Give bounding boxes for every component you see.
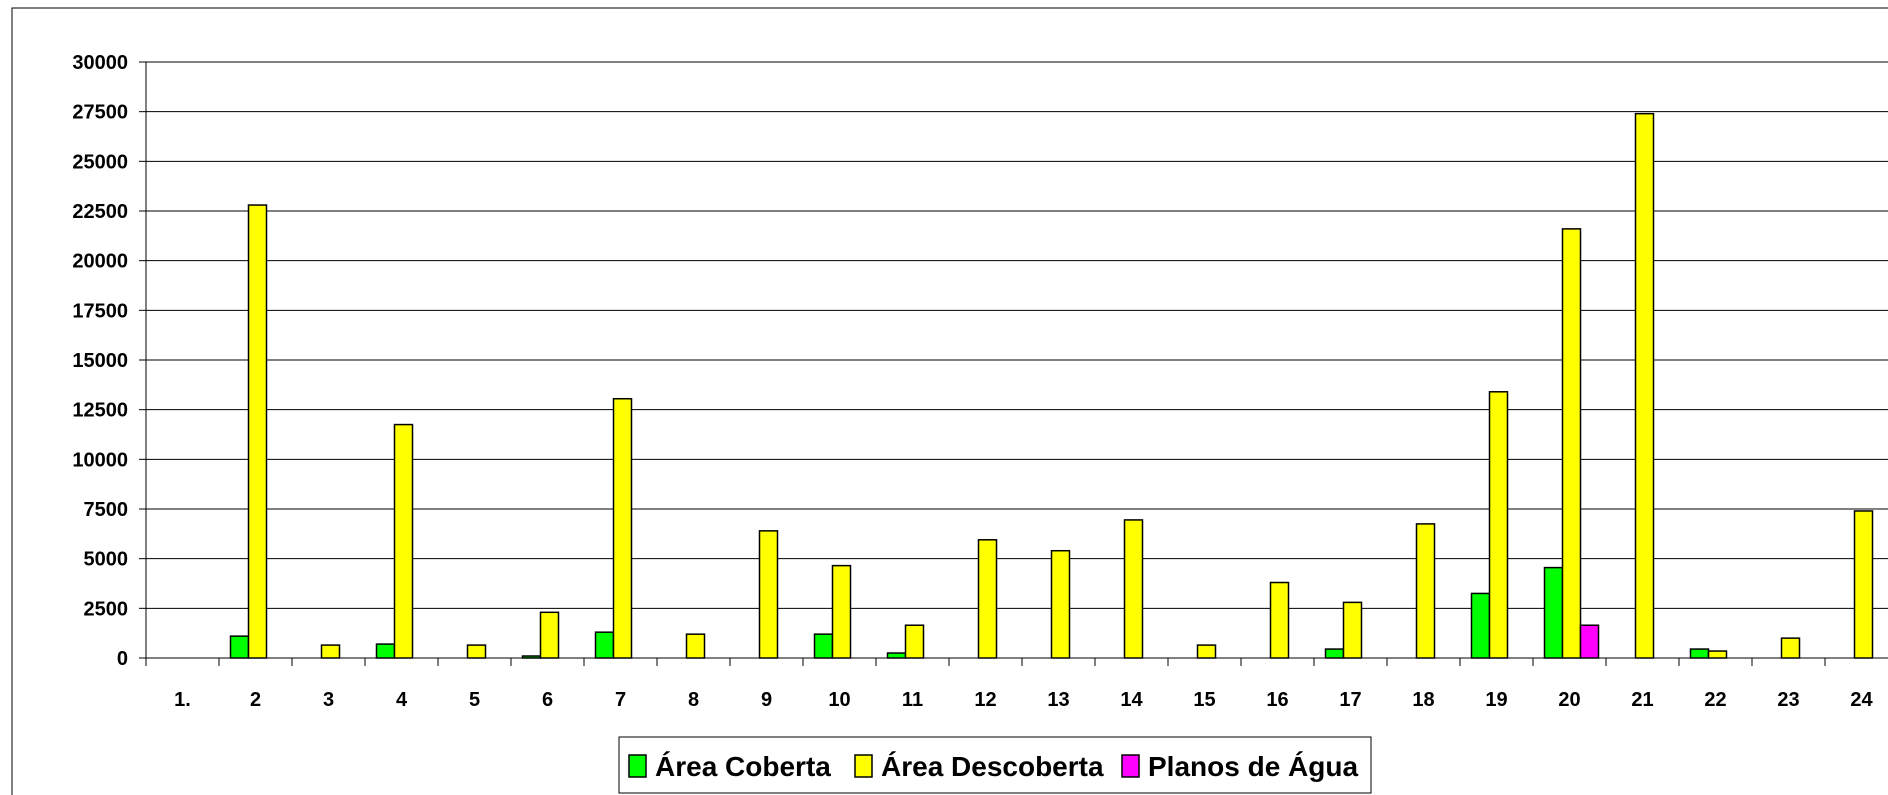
y-axis: 0 2500 5000 7500 10000 12500 15000 17500 20000 22… — [72, 52, 147, 670]
bar--rea-descoberta-13 — [1050, 549, 1071, 659]
gridlines — [146, 61, 1888, 659]
bar--rea-descoberta-24 — [1853, 510, 1874, 659]
bar--rea-descoberta-10 — [831, 564, 852, 659]
chart-frame — [11, 7, 1888, 795]
bar--rea-descoberta-5 — [466, 644, 487, 659]
legend-label: Área Descoberta — [881, 751, 1104, 782]
bar--rea-descoberta-3 — [320, 644, 341, 659]
bar--rea-descoberta-20 — [1561, 228, 1582, 659]
bar-planos-de-gua-20 — [1579, 624, 1600, 659]
bar--rea-descoberta-23 — [1780, 637, 1801, 659]
bar--rea-descoberta-2 — [247, 204, 268, 659]
bar--rea-coberta-2 — [229, 635, 250, 659]
bar--rea-descoberta-14 — [1123, 519, 1144, 659]
bar--rea-descoberta-7 — [612, 397, 633, 659]
y-tick-label: 0 — [117, 648, 128, 670]
x-tick-label: 1. — [174, 689, 191, 711]
bar--rea-descoberta-9 — [758, 530, 779, 659]
x-tick-label: 18 — [1412, 689, 1434, 711]
bar--rea-descoberta-22 — [1707, 650, 1728, 659]
x-tick-label: 12 — [974, 689, 996, 711]
y-tick-label: 27500 — [72, 102, 128, 124]
x-tick-label: 11 — [902, 689, 923, 711]
y-tick-label: 15000 — [72, 350, 128, 372]
bar--rea-coberta-4 — [375, 643, 396, 659]
bar--rea-coberta-6 — [521, 655, 542, 659]
y-tick-label: 17500 — [72, 300, 128, 322]
bar--rea-coberta-11 — [886, 652, 907, 659]
bar--rea-descoberta-15 — [1196, 644, 1217, 659]
bar--rea-descoberta-19 — [1488, 391, 1509, 659]
x-tick-label: 15 — [1193, 689, 1215, 711]
y-tick-label: 25000 — [72, 151, 128, 173]
x-tick-label: 24 — [1850, 689, 1873, 711]
x-tick-label: 8 — [688, 689, 699, 711]
legend-box — [618, 736, 1372, 794]
x-tick-label: 22 — [1704, 689, 1726, 711]
x-tick-label: 3 — [323, 689, 334, 711]
y-tick-label: 30000 — [72, 52, 128, 74]
legend-label: Planos de Água — [1148, 751, 1358, 782]
y-tick-label: 12500 — [72, 400, 128, 422]
bar--rea-descoberta-4 — [393, 423, 414, 659]
bar--rea-coberta-19 — [1470, 592, 1491, 659]
x-tick-label: 21 — [1631, 689, 1653, 711]
x-tick-label: 13 — [1047, 689, 1069, 711]
bar--rea-descoberta-18 — [1415, 523, 1436, 659]
y-tick-label: 7500 — [84, 499, 129, 521]
x-tick-label: 23 — [1777, 689, 1799, 711]
x-tick-label: 20 — [1558, 689, 1580, 711]
bar--rea-coberta-22 — [1689, 648, 1710, 659]
bar--rea-coberta-17 — [1324, 648, 1345, 659]
x-tick-label: 19 — [1485, 689, 1507, 711]
x-tick-label: 5 — [469, 689, 480, 711]
x-tick-label: 10 — [828, 689, 850, 711]
bar--rea-coberta-20 — [1543, 566, 1564, 659]
x-tick-label: 9 — [761, 689, 772, 711]
bar--rea-descoberta-6 — [539, 611, 560, 659]
y-tick-label: 22500 — [72, 201, 128, 223]
legend-swatch — [628, 754, 647, 778]
legend-label: Área Coberta — [655, 751, 831, 782]
x-tick-label: 16 — [1266, 689, 1288, 711]
bar--rea-descoberta-21 — [1634, 112, 1655, 659]
bar--rea-descoberta-16 — [1269, 581, 1290, 659]
x-tick-label: 4 — [396, 689, 408, 711]
bar--rea-descoberta-12 — [977, 539, 998, 659]
bars — [229, 112, 1874, 659]
x-tick-label: 17 — [1339, 689, 1361, 711]
x-tick-label: 7 — [615, 689, 626, 711]
bar--rea-coberta-7 — [594, 631, 615, 659]
bar--rea-descoberta-17 — [1342, 601, 1363, 659]
y-tick-label: 5000 — [84, 549, 129, 571]
x-tick-label: 6 — [542, 689, 553, 711]
bar--rea-descoberta-11 — [904, 624, 925, 659]
y-tick-label: 2500 — [84, 598, 129, 620]
x-tick-label: 14 — [1120, 689, 1143, 711]
legend: Área Coberta Área Descoberta Planos de Águ… — [618, 736, 1372, 794]
x-tick-label: 2 — [250, 689, 261, 711]
y-tick-label: 20000 — [72, 251, 128, 273]
legend-swatch — [1121, 754, 1140, 778]
legend-swatch — [854, 754, 873, 778]
bar--rea-coberta-10 — [813, 633, 834, 659]
y-tick-label: 10000 — [72, 449, 128, 471]
bar--rea-descoberta-8 — [685, 633, 706, 659]
